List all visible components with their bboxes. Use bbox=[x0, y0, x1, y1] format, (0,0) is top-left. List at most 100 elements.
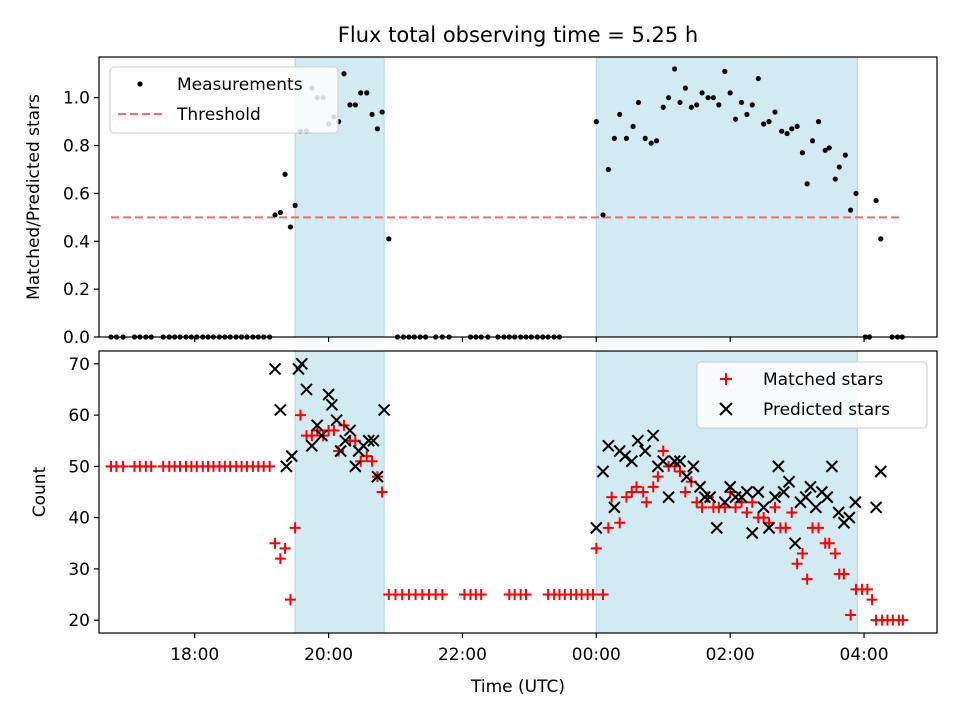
matched-star-point bbox=[274, 553, 286, 565]
measurement-point bbox=[848, 207, 854, 213]
predicted-stars-points bbox=[268, 357, 887, 550]
predicted-star-point bbox=[367, 434, 380, 447]
measurement-point bbox=[716, 102, 722, 108]
top-ytick-label: 0.4 bbox=[63, 232, 90, 252]
measurement-point bbox=[779, 128, 785, 134]
chart-title: Flux total observing time = 5.25 h bbox=[338, 23, 698, 47]
x-axis-label: Time (UTC) bbox=[470, 677, 565, 697]
measurement-point bbox=[853, 190, 859, 197]
matched-star-point bbox=[145, 460, 157, 472]
predicted-star-point bbox=[618, 449, 632, 463]
bottom-ytick-label: 50 bbox=[68, 457, 90, 477]
predicted-star-point bbox=[349, 460, 362, 473]
top-shaded-spans bbox=[294, 56, 858, 338]
predicted-star-point bbox=[300, 383, 313, 396]
predicted-star-point bbox=[687, 460, 700, 473]
measurement-point bbox=[699, 90, 705, 96]
measurement-point bbox=[605, 166, 611, 173]
matched-star-point bbox=[284, 594, 296, 606]
predicted-star-point bbox=[718, 496, 732, 509]
xtick-label: 04:00 bbox=[840, 645, 889, 665]
bottom-x-ticks: 18:00 20:00 22:00 00:00 02:00 04:00 bbox=[170, 633, 889, 665]
measurement-point bbox=[815, 119, 822, 125]
predicted-star-point bbox=[832, 506, 845, 519]
top-axes-frame bbox=[98, 56, 938, 338]
measurement-point bbox=[826, 145, 832, 151]
predicted-star-point bbox=[788, 537, 802, 550]
matched-star-point bbox=[657, 445, 669, 457]
predicted-star-point bbox=[752, 485, 765, 499]
bottom-legend-box bbox=[696, 361, 928, 429]
matched-star-point bbox=[813, 522, 825, 534]
matched-star-point bbox=[590, 542, 602, 554]
measurement-point bbox=[352, 102, 358, 108]
bottom-ytick-label: 70 bbox=[68, 355, 90, 375]
measurement-point bbox=[672, 66, 678, 72]
measurement-point bbox=[358, 90, 364, 96]
predicted-star-point bbox=[268, 362, 282, 376]
measurement-point bbox=[784, 130, 790, 137]
predicted-star-point bbox=[602, 439, 615, 453]
measurement-point bbox=[804, 181, 810, 187]
measurement-point bbox=[272, 212, 278, 218]
threshold-legend-label: Threshold bbox=[176, 105, 261, 125]
predicted-star-point bbox=[343, 424, 357, 437]
measurement-point bbox=[364, 90, 370, 96]
matched-star-point bbox=[801, 573, 813, 585]
matched-star-point bbox=[674, 465, 686, 477]
measurement-point bbox=[789, 126, 795, 132]
matched-star-point bbox=[730, 501, 742, 513]
matched-star-point bbox=[780, 522, 792, 534]
matched-star-point bbox=[620, 491, 632, 503]
measurement-point bbox=[386, 236, 392, 242]
matched-star-point bbox=[306, 430, 318, 442]
matched-star-point bbox=[652, 471, 664, 483]
matched-star-point bbox=[333, 445, 345, 457]
matched-star-point bbox=[769, 501, 781, 513]
predicted-star-point bbox=[280, 460, 293, 473]
matched-star-point bbox=[366, 455, 378, 467]
predicted-star-point bbox=[310, 419, 324, 432]
predicted-star-point bbox=[825, 460, 839, 473]
predicted-star-point bbox=[596, 465, 610, 478]
matched-star-point bbox=[279, 542, 291, 554]
matched-star-point bbox=[338, 419, 350, 431]
predicted-star-point bbox=[322, 388, 335, 401]
predicted-star-point bbox=[762, 521, 776, 535]
predicted-star-point bbox=[804, 480, 817, 494]
bottom-ytick-label: 60 bbox=[68, 406, 90, 426]
matched-star-point bbox=[602, 522, 614, 534]
matched-star-point bbox=[328, 424, 340, 436]
predicted-star-point bbox=[631, 434, 645, 447]
matched-star-point bbox=[866, 594, 878, 606]
xtick-label: 22:00 bbox=[438, 645, 487, 665]
predicted-star-point bbox=[693, 480, 707, 494]
predicted-star-point bbox=[334, 444, 347, 458]
xtick-label: 00:00 bbox=[572, 645, 621, 665]
measurement-point bbox=[682, 85, 688, 91]
measurement-point bbox=[766, 119, 772, 125]
measurement-point bbox=[611, 135, 617, 141]
measurement-point bbox=[710, 95, 717, 101]
measurement-point bbox=[374, 126, 381, 132]
matched-star-point bbox=[637, 486, 649, 498]
top-ytick-label: 0.0 bbox=[63, 328, 90, 348]
measurement-point bbox=[617, 111, 623, 118]
predicted-star-point bbox=[821, 490, 834, 504]
predicted-star-point bbox=[746, 526, 759, 540]
matched-star-point bbox=[626, 486, 638, 498]
matched-star-point bbox=[614, 517, 626, 529]
matched-star-point bbox=[696, 501, 708, 513]
predicted-star-point bbox=[377, 403, 391, 417]
measurement-point bbox=[379, 109, 385, 115]
matched-star-point bbox=[475, 589, 487, 601]
measurement-point bbox=[665, 95, 672, 101]
predicted-star-point bbox=[843, 511, 856, 524]
top-ytick-label: 0.2 bbox=[63, 280, 90, 300]
measurement-point bbox=[287, 224, 294, 230]
predicted-star-point bbox=[330, 414, 343, 427]
matched-star-point bbox=[587, 589, 599, 601]
predicted-star-point bbox=[869, 501, 883, 514]
predicted-star-point bbox=[723, 480, 737, 494]
measurement-point bbox=[677, 99, 683, 106]
